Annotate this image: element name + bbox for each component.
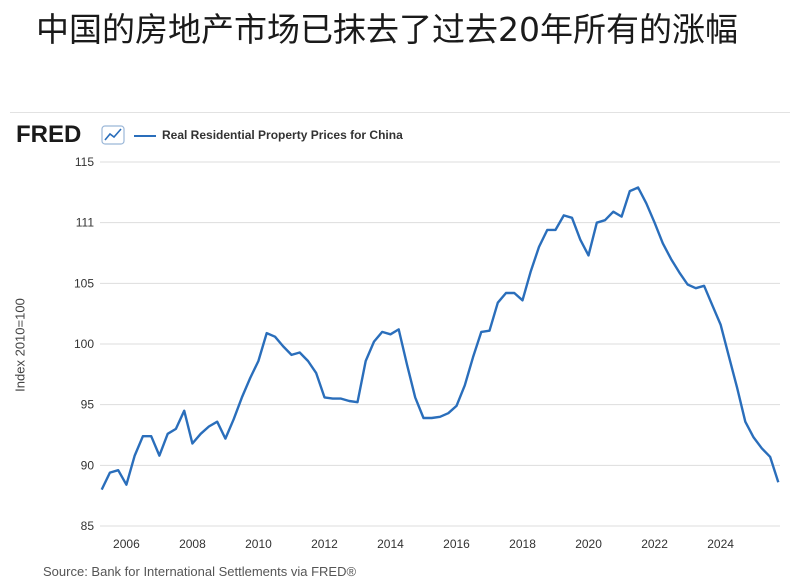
y-tick-label: 115	[75, 155, 94, 169]
series-line	[100, 186, 780, 491]
y-tick-label: 85	[81, 519, 95, 533]
x-tick-label: 2016	[443, 537, 470, 551]
x-tick-label: 2020	[575, 537, 602, 551]
legend-label: Real Residential Property Prices for Chi…	[162, 128, 403, 142]
y-tick-label: 90	[81, 458, 95, 472]
x-tick-label: 2014	[377, 537, 404, 551]
x-tick-label: 2010	[245, 537, 272, 551]
source-note: Source: Bank for International Settlemen…	[43, 564, 357, 579]
x-tick-label: 2022	[641, 537, 668, 551]
x-tick-label: 2008	[179, 537, 206, 551]
legend-swatch	[134, 135, 156, 137]
chart-card	[10, 112, 790, 584]
chart-line-icon	[101, 125, 125, 145]
x-tick-label: 2018	[509, 537, 536, 551]
x-tick-label: 2006	[113, 537, 140, 551]
x-tick-label: 2012	[311, 537, 338, 551]
fred-logo: FRED	[16, 121, 82, 148]
x-tick-label: 2024	[707, 537, 734, 551]
y-tick-label: 111	[76, 216, 95, 230]
y-tick-label: 100	[74, 337, 94, 351]
y-tick-label: 95	[81, 398, 95, 412]
headline: 中国的房地产市场已抹去了过去20年所有的涨幅	[36, 10, 738, 49]
y-tick-label: 105	[74, 276, 94, 290]
